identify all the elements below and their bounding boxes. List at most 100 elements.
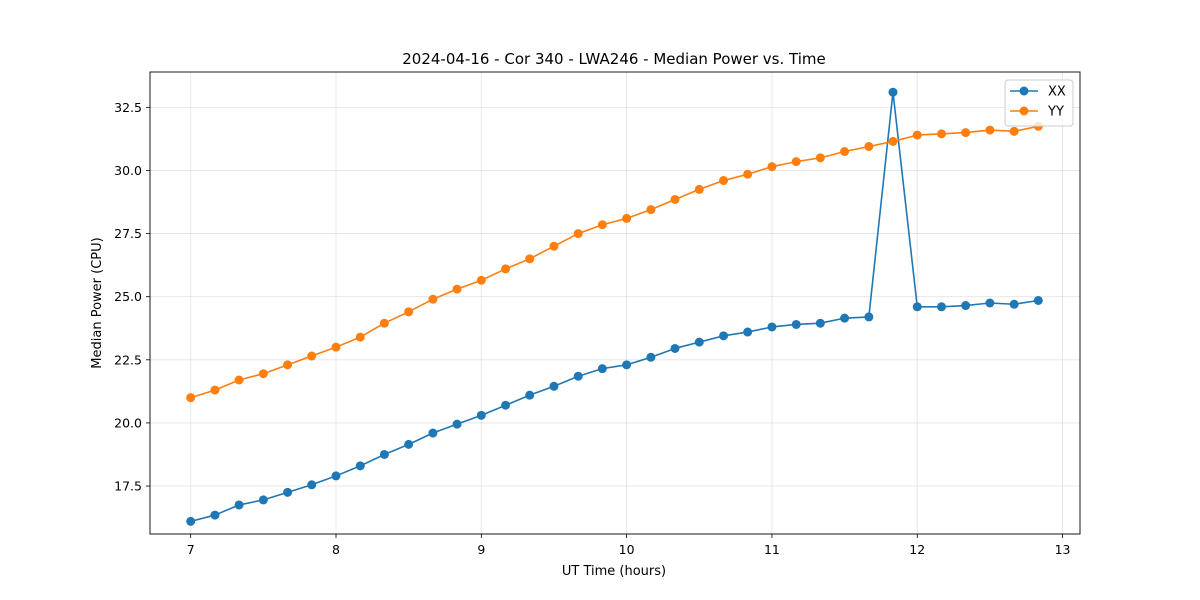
data-point-yy bbox=[283, 360, 293, 370]
data-point-xx bbox=[404, 439, 414, 449]
x-tick-label: 8 bbox=[332, 542, 340, 557]
series-line-xx bbox=[190, 91, 1039, 523]
data-point-xx bbox=[210, 510, 220, 520]
data-point-xx bbox=[307, 480, 317, 490]
plot-frame bbox=[149, 71, 1081, 535]
x-axis-label: UT Time (hours) bbox=[562, 564, 666, 579]
legend-marker-yy bbox=[1019, 106, 1029, 116]
data-point-yy bbox=[622, 213, 632, 223]
data-point-xx bbox=[355, 461, 365, 471]
data-point-xx bbox=[840, 313, 850, 323]
y-tick-label: 30.0 bbox=[114, 163, 142, 178]
data-point-yy bbox=[186, 393, 196, 403]
legend: XX YY bbox=[1004, 79, 1074, 127]
data-point-yy bbox=[307, 351, 317, 361]
y-tick-label: 27.5 bbox=[114, 226, 142, 241]
data-point-xx bbox=[428, 428, 438, 438]
data-point-yy bbox=[331, 342, 341, 352]
y-tick-label: 17.5 bbox=[114, 479, 142, 494]
data-point-yy bbox=[815, 153, 825, 163]
legend-label-yy: YY bbox=[1047, 105, 1064, 120]
y-tick-label: 32.5 bbox=[114, 100, 142, 115]
y-axis-label: Median Power (CPU) bbox=[90, 237, 105, 368]
data-point-yy bbox=[355, 332, 365, 342]
data-point-yy bbox=[210, 385, 220, 395]
data-point-xx bbox=[283, 487, 293, 497]
data-point-yy bbox=[670, 194, 680, 204]
data-point-yy bbox=[501, 264, 511, 274]
data-point-yy bbox=[743, 169, 753, 179]
x-tick-label: 10 bbox=[619, 542, 635, 557]
data-point-xx bbox=[622, 360, 632, 370]
data-point-xx bbox=[1009, 299, 1019, 309]
data-point-xx bbox=[331, 471, 341, 481]
data-point-yy bbox=[404, 307, 414, 317]
data-point-xx bbox=[573, 371, 583, 381]
data-point-xx bbox=[646, 352, 656, 362]
data-point-yy bbox=[888, 136, 898, 146]
data-point-yy bbox=[1009, 126, 1019, 136]
data-point-xx bbox=[258, 495, 268, 505]
data-point-yy bbox=[791, 157, 801, 167]
data-point-xx bbox=[791, 319, 801, 329]
series-layer bbox=[186, 87, 1043, 526]
data-point-xx bbox=[186, 516, 196, 526]
data-point-xx bbox=[985, 298, 995, 308]
data-point-xx bbox=[1033, 295, 1043, 305]
data-point-yy bbox=[985, 125, 995, 135]
data-point-yy bbox=[646, 205, 656, 215]
y-tick-label: 20.0 bbox=[114, 415, 142, 430]
y-axis: 17.5 20.0 22.5 25.0 27.5 30.0 32.5 bbox=[114, 100, 150, 494]
data-point-xx bbox=[501, 400, 511, 410]
legend-entry-xx: XX bbox=[1010, 85, 1066, 100]
x-axis: 7 8 9 10 11 12 13 bbox=[187, 534, 1071, 557]
legend-label-xx: XX bbox=[1048, 85, 1066, 100]
data-point-yy bbox=[234, 375, 244, 385]
data-point-xx bbox=[379, 449, 389, 459]
x-tick-label: 7 bbox=[187, 542, 195, 557]
series-yy bbox=[186, 121, 1043, 403]
data-point-xx bbox=[670, 343, 680, 353]
y-tick-label: 22.5 bbox=[114, 352, 142, 367]
series-line-yy bbox=[190, 125, 1039, 399]
data-point-yy bbox=[258, 369, 268, 379]
data-point-yy bbox=[961, 128, 971, 138]
data-point-xx bbox=[815, 318, 825, 328]
data-point-yy bbox=[937, 129, 947, 139]
data-point-xx bbox=[525, 390, 535, 400]
data-point-xx bbox=[549, 381, 559, 391]
x-tick-label: 12 bbox=[909, 542, 925, 557]
data-point-xx bbox=[937, 302, 947, 312]
data-point-yy bbox=[840, 147, 850, 157]
data-point-yy bbox=[476, 275, 486, 285]
data-point-xx bbox=[961, 301, 971, 311]
data-point-xx bbox=[912, 302, 922, 312]
x-tick-label: 9 bbox=[477, 542, 485, 557]
data-point-yy bbox=[452, 284, 462, 294]
data-point-yy bbox=[573, 229, 583, 239]
data-point-yy bbox=[719, 176, 729, 186]
y-tick-label: 25.0 bbox=[114, 289, 142, 304]
data-point-xx bbox=[452, 419, 462, 429]
data-point-xx bbox=[743, 327, 753, 337]
data-point-xx bbox=[888, 87, 898, 97]
data-point-yy bbox=[597, 220, 607, 230]
data-point-yy bbox=[525, 254, 535, 264]
data-point-yy bbox=[912, 130, 922, 140]
data-point-yy bbox=[767, 162, 777, 172]
legend-entry-yy: YY bbox=[1010, 105, 1064, 120]
data-point-yy bbox=[428, 294, 438, 304]
legend-marker-xx bbox=[1019, 86, 1029, 96]
data-point-xx bbox=[767, 322, 777, 332]
data-point-xx bbox=[476, 410, 486, 420]
data-point-yy bbox=[694, 184, 704, 194]
x-tick-label: 13 bbox=[1055, 542, 1071, 557]
series-xx bbox=[186, 87, 1043, 526]
x-tick-label: 11 bbox=[764, 542, 780, 557]
data-point-xx bbox=[694, 337, 704, 347]
data-point-xx bbox=[864, 312, 874, 322]
chart-title: 2024-04-16 - Cor 340 - LWA246 - Median P… bbox=[402, 50, 826, 68]
data-point-xx bbox=[234, 500, 244, 510]
data-point-xx bbox=[597, 364, 607, 374]
